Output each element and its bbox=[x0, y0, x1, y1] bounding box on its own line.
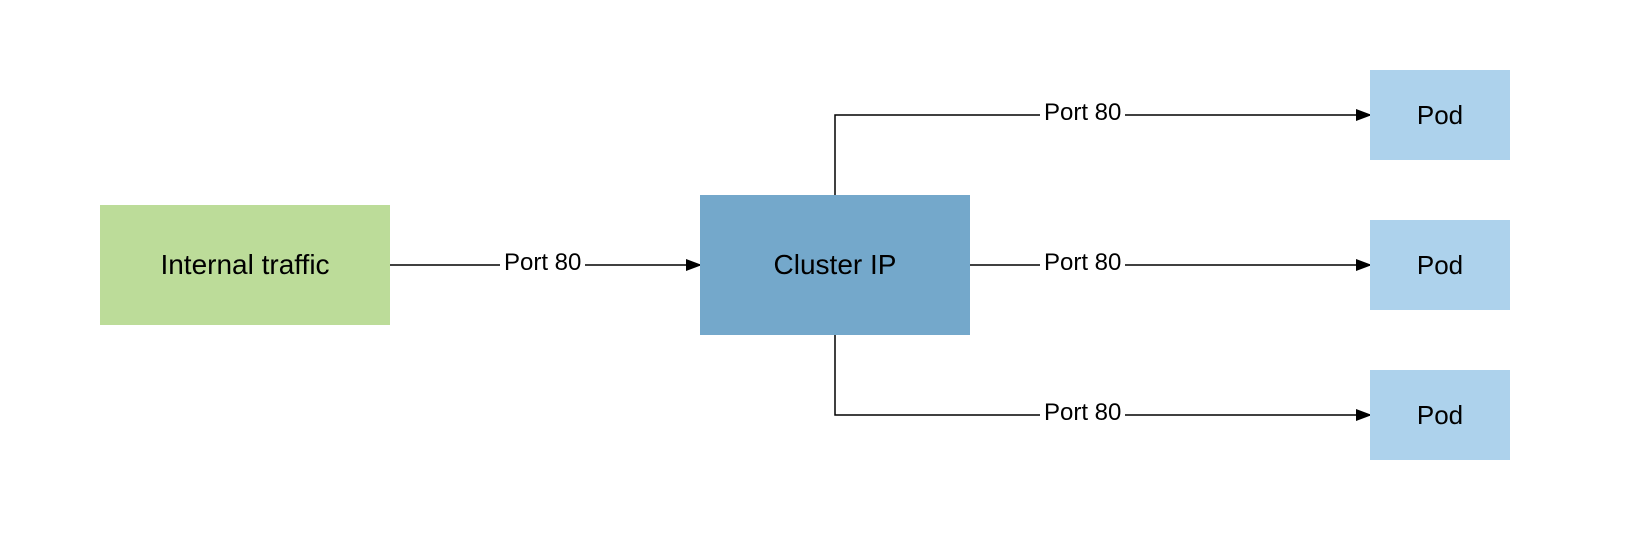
edge-label-internal-to-cluster-text: Port 80 bbox=[504, 249, 581, 276]
edge-label-cluster-to-pod2: Port 80 bbox=[1040, 249, 1125, 277]
edge-label-cluster-to-pod2-text: Port 80 bbox=[1044, 249, 1121, 276]
diagram-canvas: Internal traffic Cluster IP Pod Pod Pod … bbox=[0, 0, 1637, 560]
node-pod-1-label: Pod bbox=[1417, 100, 1463, 131]
edge-label-cluster-to-pod1: Port 80 bbox=[1040, 99, 1125, 127]
node-pod-2: Pod bbox=[1370, 220, 1510, 310]
node-cluster-ip-label: Cluster IP bbox=[774, 249, 897, 281]
edge-label-cluster-to-pod1-text: Port 80 bbox=[1044, 99, 1121, 126]
node-internal-traffic-label: Internal traffic bbox=[160, 249, 329, 281]
node-internal-traffic: Internal traffic bbox=[100, 205, 390, 325]
node-pod-1: Pod bbox=[1370, 70, 1510, 160]
edge-label-cluster-to-pod3-text: Port 80 bbox=[1044, 399, 1121, 426]
edge-label-cluster-to-pod3: Port 80 bbox=[1040, 399, 1125, 427]
node-pod-2-label: Pod bbox=[1417, 250, 1463, 281]
node-pod-3-label: Pod bbox=[1417, 400, 1463, 431]
node-pod-3: Pod bbox=[1370, 370, 1510, 460]
edge-label-internal-to-cluster: Port 80 bbox=[500, 249, 585, 277]
node-cluster-ip: Cluster IP bbox=[700, 195, 970, 335]
